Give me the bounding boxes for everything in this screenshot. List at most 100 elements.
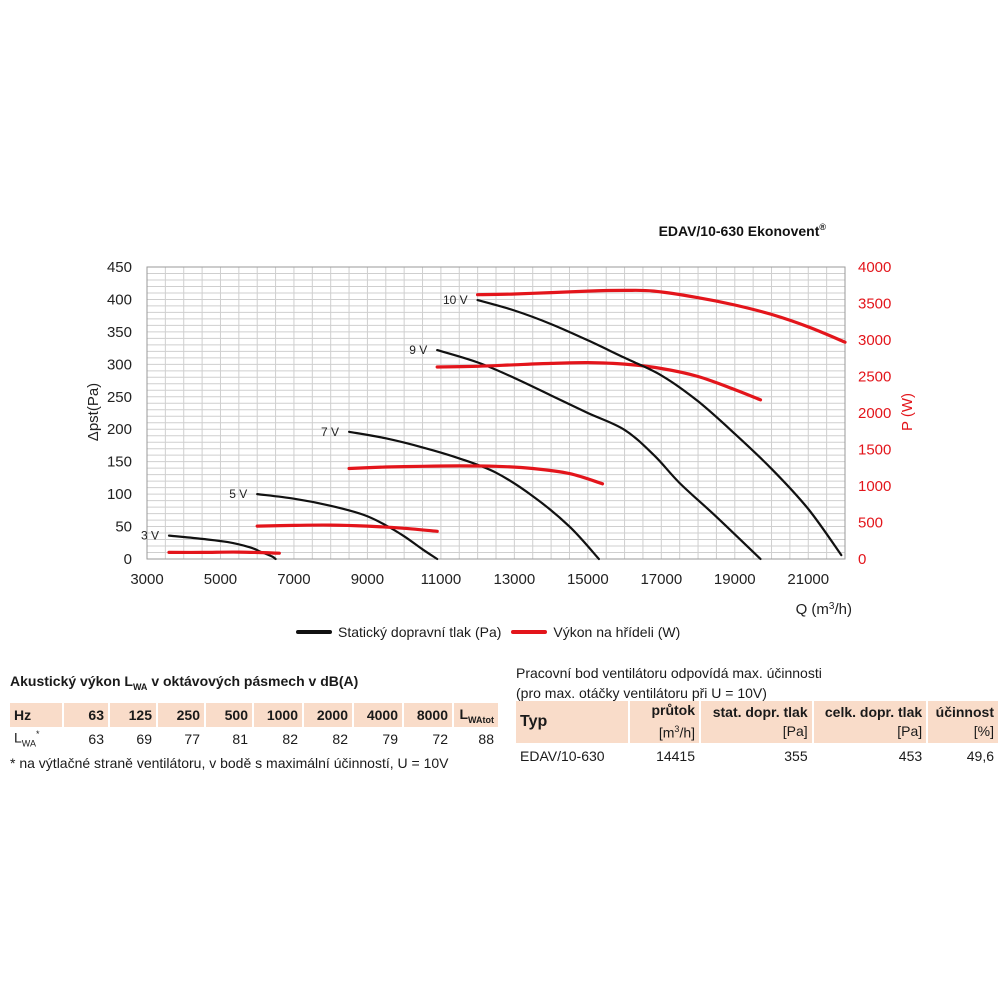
x-tick-label: 13000 [494, 571, 536, 588]
x-axis-label-sup: 3 [829, 601, 835, 612]
x-tick-label: 21000 [787, 571, 829, 588]
chart-ticks: 3000 5000 7000 9000 11000 13000 15000 17000 1900… [107, 259, 891, 588]
curve-label-3v: 3 V [141, 529, 159, 543]
x-axis-label: Q (m3/h) [796, 601, 852, 618]
acoustic-value-2000: 82 [332, 731, 348, 747]
acoustic-value-row: LWA* 63 69 77 81 82 82 79 72 88 [10, 727, 498, 751]
chart-title-mark: ® [819, 222, 826, 232]
y-right-tick-label: 3000 [858, 332, 891, 349]
x-tick-label: 5000 [204, 571, 237, 588]
acoustic-title-sub: WA [132, 681, 148, 692]
curve-power-10v [476, 288, 847, 344]
curve-label-10v: 10 V [443, 293, 468, 307]
y-right-tick-label: 4000 [858, 259, 891, 276]
operating-header-flow-label: průtok [651, 702, 696, 718]
curve-pressure-9v [436, 349, 762, 561]
acoustic-title-tail: v oktávových pásmech v dB(A) [147, 673, 359, 689]
chart-grid [146, 266, 846, 560]
operating-header-eff: účinnost [%] [928, 701, 998, 743]
y-right-tick-label: 1000 [858, 478, 891, 495]
legend-item-power: Výkon na hřídeli (W) [511, 624, 680, 640]
legend-label-pressure: Statický dopravní tlak (Pa) [338, 624, 502, 640]
y-left-tick-label: 300 [107, 356, 132, 373]
operating-title-line1: Pracovní bod ventilátoru odpovídá max. ú… [516, 665, 822, 681]
performance-chart: 3000 5000 7000 9000 11000 13000 15000 17000 1900… [85, 222, 916, 618]
operating-value-stat: 355 [784, 747, 808, 764]
acoustic-row-label-main: L [14, 729, 22, 746]
acoustic-title: Akustický výkon LWA v oktávových pásmech… [10, 673, 358, 692]
acoustic-value-total: 88 [478, 731, 494, 747]
y-right-tick-label: 3500 [858, 296, 891, 313]
acoustic-header-63: 63 [64, 703, 108, 727]
acoustic-header-2000: 2000 [304, 703, 352, 727]
operating-header-stat-label: stat. dopr. tlak [712, 703, 808, 720]
curve-power-9v [435, 360, 763, 402]
legend-label-power: Výkon na hřídeli (W) [553, 624, 681, 640]
x-tick-label: 7000 [277, 571, 310, 588]
acoustic-value-250: 77 [184, 731, 200, 747]
y-right-tick-label: 2000 [858, 405, 891, 422]
x-tick-label: 19000 [714, 571, 756, 588]
acoustic-row-label-sub: WA [21, 738, 36, 749]
x-tick-label: 15000 [567, 571, 609, 588]
operating-header-stat-unit: [Pa] [782, 722, 808, 739]
acoustic-header-row: Hz 63 125 250 500 1000 2000 4000 8000 LW… [10, 703, 498, 727]
acoustic-value-500: 81 [232, 731, 248, 747]
y-left-tick-label: 250 [107, 389, 132, 406]
operating-header-flow: průtok [m3/h] [629, 701, 700, 743]
acoustic-header-125: 125 [110, 703, 156, 727]
acoustic-value-1000: 82 [282, 731, 298, 747]
legend-swatch-pressure [296, 630, 332, 634]
x-tick-label: 3000 [130, 571, 163, 588]
acoustic-header-250: 250 [158, 703, 204, 727]
acoustic-header-4000: 4000 [354, 703, 402, 727]
chart-title: EDAV/10-630 Ekonovent® [659, 222, 827, 239]
operating-title-line2: (pro max. otáčky ventilátoru při U = 10V… [516, 685, 767, 701]
acoustic-title-main: Akustický výkon L [10, 673, 133, 689]
y-right-tick-label: 500 [858, 515, 883, 532]
operating-value-type: EDAV/10-630 [520, 747, 605, 764]
acoustic-header-total: LWAtot [454, 703, 498, 727]
operating-header-eff-label: účinnost [935, 703, 994, 720]
chart-legend: Statický dopravní tlak (Pa) Výkon na hří… [296, 624, 680, 640]
legend-swatch-power [511, 630, 548, 634]
operating-header-flow-unit: [m3/h] [658, 724, 696, 741]
x-tick-label: 9000 [351, 571, 384, 588]
y-left-tick-label: 150 [107, 454, 132, 471]
acoustic-header-total-main: L [459, 705, 468, 722]
x-tick-label: 17000 [640, 571, 682, 588]
operating-header-total-label: celk. dopr. tlak [824, 703, 923, 720]
legend-item-pressure: Statický dopravní tlak (Pa) [296, 624, 501, 640]
acoustic-header-1000: 1000 [254, 703, 302, 727]
y-left-tick-label: 100 [107, 486, 132, 503]
acoustic-header-total-sub: WAtot [468, 714, 494, 725]
acoustic-header-500: 500 [206, 703, 252, 727]
y-left-tick-label: 450 [107, 259, 132, 276]
y-axis-right-label: P (W) [899, 393, 916, 431]
y-right-tick-label: 2500 [858, 369, 891, 386]
operating-header-stat: stat. dopr. tlak [Pa] [701, 701, 812, 743]
y-right-tick-label: 0 [858, 551, 866, 568]
curve-label-9v: 9 V [409, 343, 427, 357]
y-left-tick-label: 50 [115, 519, 132, 536]
operating-header-total-unit: [Pa] [897, 722, 923, 739]
x-axis-label-tail: /h) [834, 601, 852, 618]
acoustic-value-125: 69 [136, 731, 152, 747]
operating-value-total: 453 [898, 747, 923, 764]
operating-header-type: Typ [516, 701, 628, 743]
plot-frame [146, 266, 846, 560]
curve-power-3v [167, 550, 281, 555]
curve-pressure-5v [256, 493, 439, 561]
curve-pressure-3v [167, 534, 277, 561]
curve-label-7v: 7 V [321, 425, 339, 439]
operating-table: Typ průtok [m3/h] stat. dopr. tlak [Pa] ce… [514, 701, 1000, 769]
y-left-tick-label: 400 [107, 291, 132, 308]
y-axis-left-label: Δpst(Pa) [85, 383, 102, 441]
x-axis-label-main: Q (m [796, 601, 829, 618]
acoustic-row-label-mark: * [35, 729, 40, 740]
operating-value-eff: 49,6 [966, 747, 994, 764]
operating-header-total: celk. dopr. tlak [Pa] [813, 701, 927, 743]
chart-title-text: EDAV/10-630 Ekonovent [659, 223, 820, 239]
acoustic-value-8000: 72 [432, 731, 448, 747]
curve-pressure-10v [476, 299, 843, 557]
